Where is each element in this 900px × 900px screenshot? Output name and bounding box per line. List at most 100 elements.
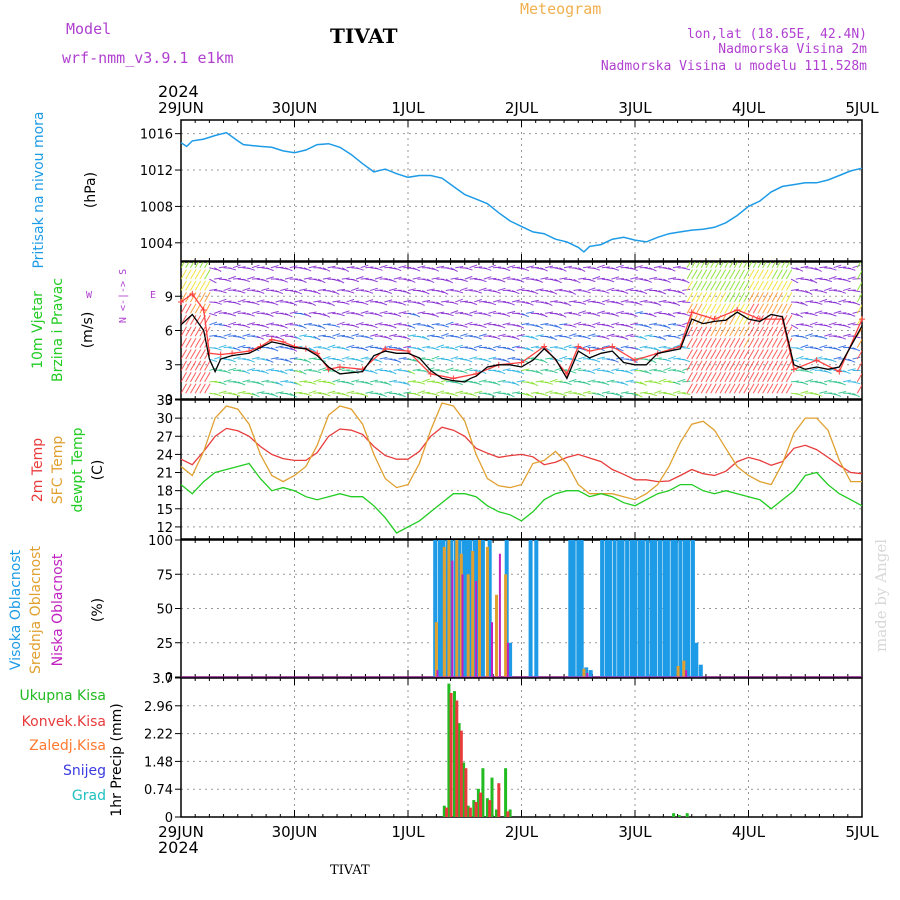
wind-barb xyxy=(346,335,355,340)
wind-barb xyxy=(705,372,712,383)
wind-barb xyxy=(322,277,331,280)
wind-barb xyxy=(743,269,750,280)
wind-barb xyxy=(748,337,755,348)
cloud-high-bar xyxy=(461,540,466,677)
wind-barb xyxy=(672,290,681,294)
wind-barb xyxy=(332,379,341,383)
wind-barb xyxy=(516,370,525,375)
cloud-low-bar xyxy=(498,553,501,677)
wind-barb xyxy=(563,301,572,307)
wind-barb xyxy=(493,345,502,349)
wind-barb xyxy=(526,335,535,339)
wind-barb xyxy=(469,347,478,351)
wind-barb xyxy=(303,358,312,364)
wind-barb xyxy=(705,349,712,360)
wind-barb xyxy=(649,368,658,371)
wind-barb xyxy=(488,310,497,314)
wind-gust-marker xyxy=(189,290,196,297)
wind-barb xyxy=(336,321,345,326)
wind-barb xyxy=(724,262,729,268)
wind-barb xyxy=(852,310,861,314)
wind-barb xyxy=(251,277,260,280)
wind-barb xyxy=(530,345,539,349)
wind-barb xyxy=(209,334,218,337)
wind-barb xyxy=(488,301,497,306)
wind-barb xyxy=(232,301,241,306)
y-tick-label: 9 xyxy=(165,290,173,305)
wind-barb xyxy=(521,267,530,272)
wind-barb xyxy=(838,312,847,314)
wind-barb xyxy=(526,311,535,314)
wind-barb xyxy=(667,267,676,272)
wind-barb xyxy=(407,324,416,329)
wind-barb xyxy=(606,287,615,292)
wind-barb xyxy=(814,347,823,351)
wind-barb xyxy=(733,292,741,303)
temp-unit: (C) xyxy=(90,460,106,481)
wind-barb xyxy=(766,262,772,268)
wind-barb xyxy=(450,267,458,272)
wind-barb xyxy=(677,324,686,328)
wind-barb xyxy=(861,289,862,291)
wind-barb xyxy=(795,312,804,318)
wind-barb xyxy=(185,326,192,337)
panel-precip: 0 0.74 1.48 2.22 2.96 3.7 xyxy=(144,672,863,826)
wind-barb xyxy=(407,358,416,362)
wind-barb xyxy=(511,391,520,394)
wind-barb xyxy=(199,372,206,383)
wind-barb xyxy=(398,335,407,339)
wind-barb xyxy=(493,391,502,394)
wind-barb xyxy=(757,360,764,371)
wind-barb xyxy=(403,324,412,328)
wind-barb xyxy=(247,358,255,363)
wind-barb xyxy=(762,337,769,348)
wind-barb xyxy=(431,355,440,360)
wind-barb xyxy=(455,266,464,269)
wind-barb xyxy=(691,326,698,337)
wind-barb xyxy=(856,281,862,291)
wind-barb xyxy=(785,372,793,383)
wind-compass-e: E xyxy=(150,290,156,301)
wind-barb xyxy=(852,347,861,352)
precip-conv-bar xyxy=(488,800,492,817)
wind-barb xyxy=(757,280,764,291)
wind-barb xyxy=(644,312,653,316)
wind-barb xyxy=(644,380,653,383)
wind-barb xyxy=(374,276,383,280)
wind-barb xyxy=(611,322,620,326)
wind-barb xyxy=(838,345,847,349)
wind-barb xyxy=(530,381,539,387)
cloud-low-bar xyxy=(506,642,509,678)
wind-barb xyxy=(861,380,862,382)
wind-barb xyxy=(644,278,653,283)
wind-barb xyxy=(275,299,284,303)
wind-barb xyxy=(289,265,298,269)
wind-barb xyxy=(838,266,847,269)
wind-barb xyxy=(691,360,698,371)
wind-barb xyxy=(521,301,530,305)
wind-barb xyxy=(568,379,577,383)
wind-barb xyxy=(308,265,317,269)
wind-barb xyxy=(351,287,359,292)
wind-barb xyxy=(672,301,681,307)
wind-barb xyxy=(412,368,421,371)
wind-barb xyxy=(336,278,345,284)
wind-barb xyxy=(535,380,544,383)
wind-barb xyxy=(677,290,685,295)
cloud-low-bar xyxy=(475,581,478,677)
wind-barb xyxy=(663,288,672,292)
wind-barb xyxy=(649,392,657,397)
wind-gust-marker xyxy=(609,343,616,350)
wind-barb xyxy=(559,392,568,397)
wind-barb xyxy=(284,276,293,280)
wind-barb xyxy=(852,290,861,293)
wind-barb xyxy=(634,335,643,339)
wind-barb xyxy=(436,335,445,339)
cloud-high-bar xyxy=(487,540,492,677)
wind-barb xyxy=(488,392,496,398)
wind-barb xyxy=(275,290,284,295)
wind-barb xyxy=(733,337,741,348)
wind-barb xyxy=(809,321,818,326)
wind-barb xyxy=(743,303,750,314)
wind-barb xyxy=(275,335,284,341)
